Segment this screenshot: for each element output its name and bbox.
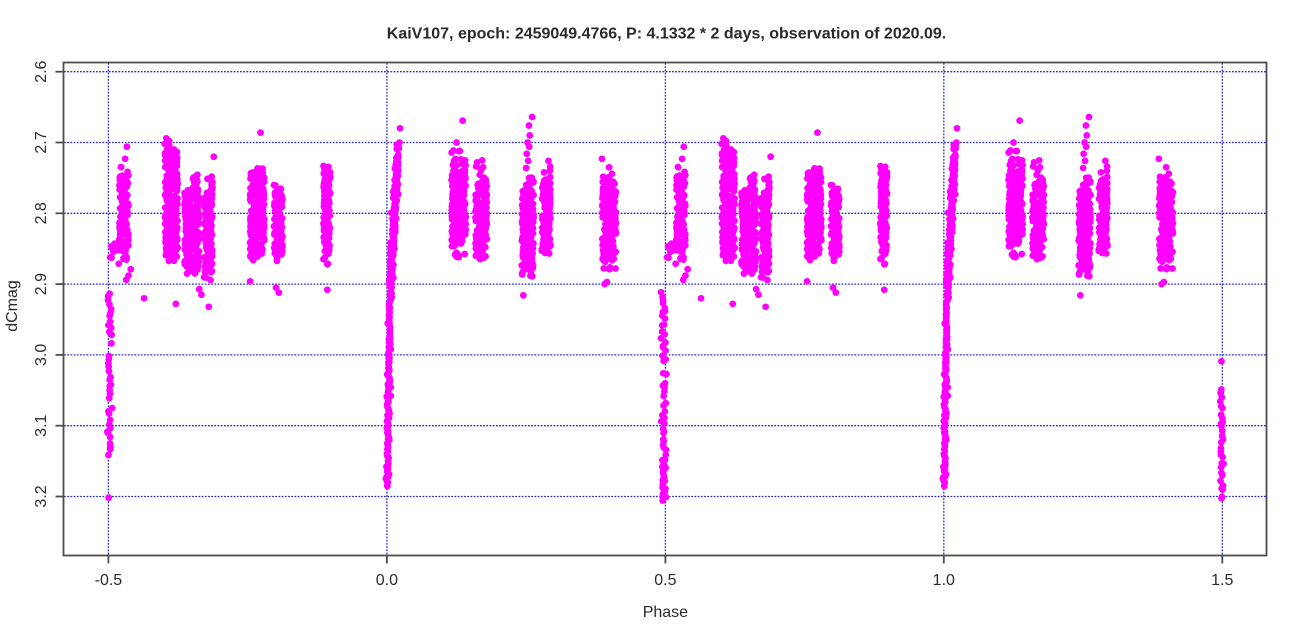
svg-text:Phase: Phase — [643, 604, 688, 621]
svg-text:1.5: 1.5 — [1211, 572, 1233, 589]
svg-text:KaiV107, epoch: 2459049.4766,: KaiV107, epoch: 2459049.4766, P: 4.1332 … — [387, 26, 946, 43]
svg-text:2.6: 2.6 — [33, 60, 50, 82]
svg-text:2.7: 2.7 — [33, 131, 50, 153]
svg-text:3.2: 3.2 — [33, 485, 50, 507]
svg-text:3.0: 3.0 — [33, 344, 50, 366]
svg-text:dCmag: dCmag — [4, 280, 21, 332]
svg-text:3.1: 3.1 — [33, 414, 50, 436]
svg-text:1.0: 1.0 — [933, 572, 955, 589]
svg-text:-0.5: -0.5 — [95, 572, 123, 589]
svg-text:2.9: 2.9 — [33, 273, 50, 295]
svg-text:2.8: 2.8 — [33, 202, 50, 224]
svg-text:0.5: 0.5 — [654, 572, 676, 589]
svg-text:0.0: 0.0 — [376, 572, 398, 589]
